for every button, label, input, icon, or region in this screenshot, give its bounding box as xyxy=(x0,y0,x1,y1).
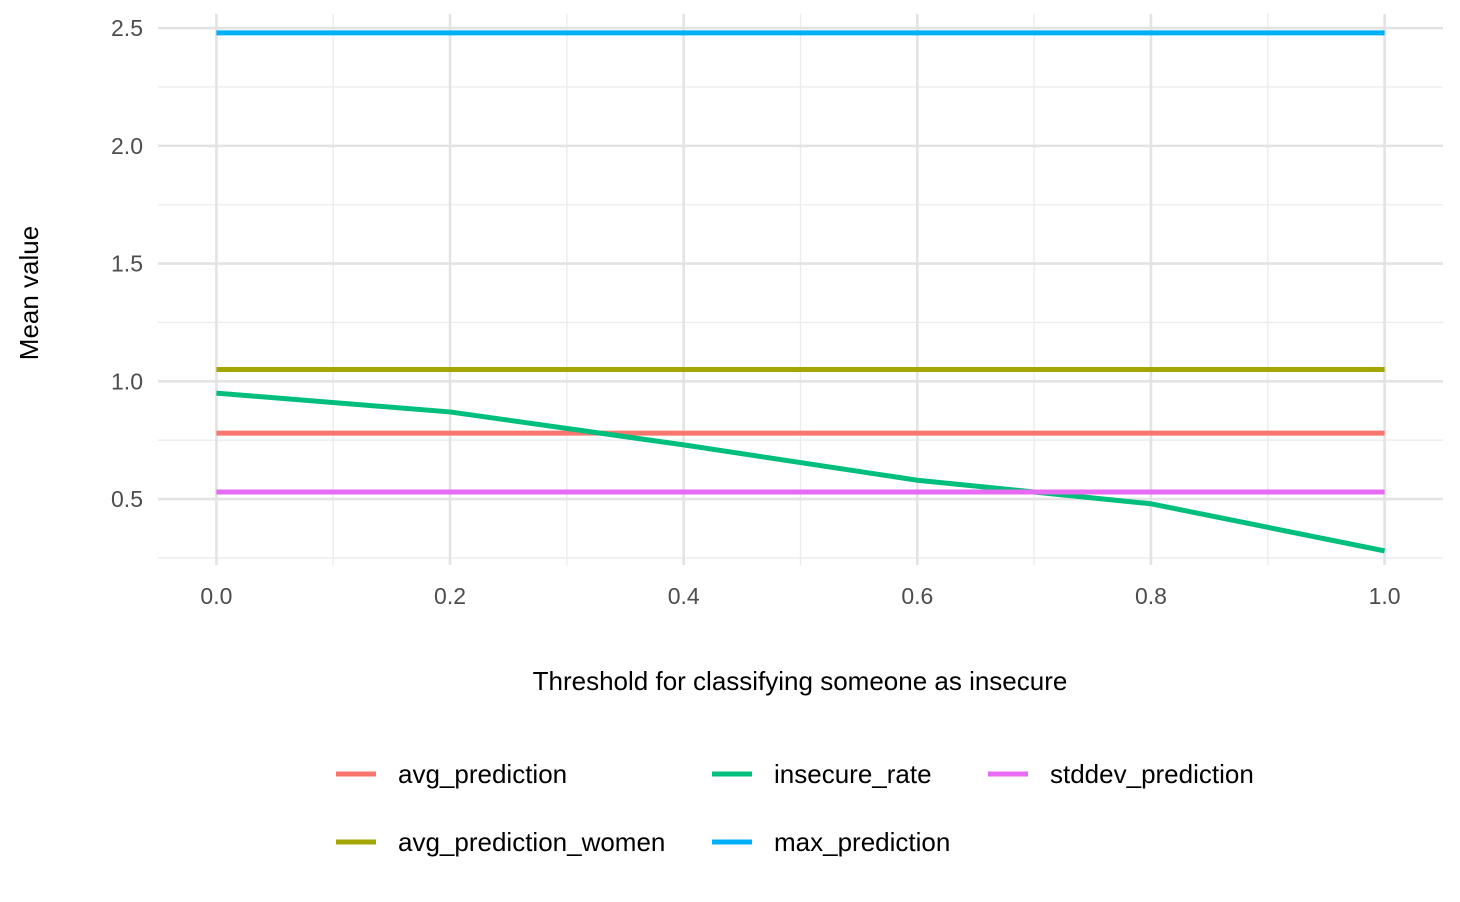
y-axis-title: Mean value xyxy=(14,226,44,360)
legend-label: avg_prediction xyxy=(398,759,567,789)
legend-item-max-prediction: max_prediction xyxy=(712,827,950,857)
x-tick-label: 1.0 xyxy=(1369,583,1401,609)
grid xyxy=(158,14,1443,565)
x-tick-label: 0.4 xyxy=(668,583,700,609)
x-tick-label: 0.8 xyxy=(1135,583,1167,609)
legend-item-avg-prediction-women: avg_prediction_women xyxy=(336,827,665,857)
y-tick-label: 2.0 xyxy=(111,133,143,159)
legend-item-avg-prediction: avg_prediction xyxy=(336,759,567,789)
series-lines xyxy=(216,30,1386,554)
x-axis-title: Threshold for classifying someone as ins… xyxy=(533,666,1068,696)
legend-item-insecure-rate: insecure_rate xyxy=(712,759,932,789)
legend-label: stddev_prediction xyxy=(1050,759,1254,789)
x-axis-ticks: 0.0 0.2 0.4 0.6 0.8 1.0 xyxy=(200,583,1400,609)
y-tick-label: 2.5 xyxy=(111,15,143,41)
y-tick-label: 0.5 xyxy=(111,486,143,512)
legend-label: max_prediction xyxy=(774,827,950,857)
legend: avg_prediction insecure_rate stddev_predic… xyxy=(336,759,1254,857)
x-tick-label: 0.2 xyxy=(434,583,466,609)
y-tick-label: 1.5 xyxy=(111,251,143,277)
y-tick-label: 1.0 xyxy=(111,368,143,394)
legend-label: insecure_rate xyxy=(774,759,932,789)
x-tick-label: 0.6 xyxy=(901,583,933,609)
legend-item-stddev-prediction: stddev_prediction xyxy=(988,759,1254,789)
y-axis-ticks: 0.5 1.0 1.5 2.0 2.5 xyxy=(111,15,143,512)
x-tick-label: 0.0 xyxy=(200,583,232,609)
legend-label: avg_prediction_women xyxy=(398,827,665,857)
series-line-insecure-rate xyxy=(216,390,1386,554)
